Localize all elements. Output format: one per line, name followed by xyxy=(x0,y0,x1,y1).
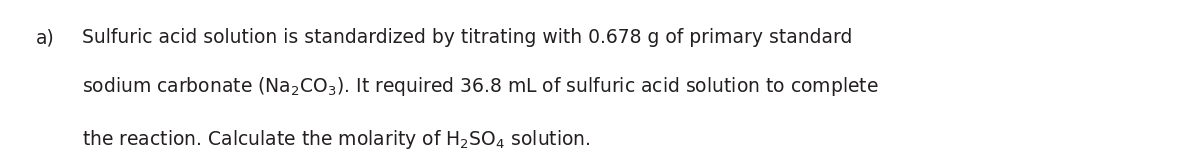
Text: the reaction. Calculate the molarity of H$_2$SO$_4$ solution.: the reaction. Calculate the molarity of … xyxy=(82,128,590,151)
Text: a): a) xyxy=(36,28,55,47)
Text: Sulfuric acid solution is standardized by titrating with 0.678 g of primary stan: Sulfuric acid solution is standardized b… xyxy=(82,28,852,47)
Text: sodium carbonate (Na$_2$CO$_3$). It required 36.8 mL of sulfuric acid solution t: sodium carbonate (Na$_2$CO$_3$). It requ… xyxy=(82,75,878,98)
